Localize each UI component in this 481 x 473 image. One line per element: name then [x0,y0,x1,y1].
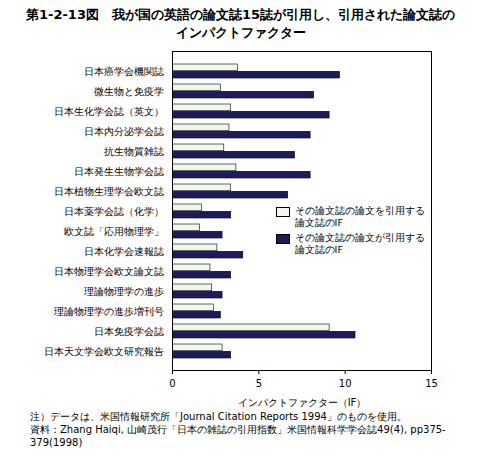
svg-text:インパクトファクター（IF）: インパクトファクター（IF） [238,397,367,408]
svg-text:日本薬学会誌（化学）: 日本薬学会誌（化学） [64,206,164,217]
svg-text:日本化学会速報誌: 日本化学会速報誌 [84,246,164,257]
svg-text:0: 0 [169,378,175,389]
svg-text:15: 15 [425,378,438,389]
html-text:その論文誌の論文を引用する論文誌のIF: その論文誌の論文を引用する論文誌のIF [294,205,425,229]
svg-text:抗生物質雑誌: 抗生物質雑誌 [104,146,164,157]
svg-text:日本生化学会誌（英文）: 日本生化学会誌（英文） [54,106,164,117]
svg-text:日本発生生物学会誌: 日本発生生物学会誌 [74,166,164,177]
html-text:その論文誌の論文が引用する論文誌のIF: その論文誌の論文が引用する論文誌のIF [294,232,425,255]
svg-text:日本天文学会欧文研究報告: 日本天文学会欧文研究報告 [44,346,164,357]
svg-text:欧文誌「応用物理学」: 欧文誌「応用物理学」 [64,226,164,237]
html-text:資料：Zhang Haiqi, 山崎茂行「日本の雑誌の引用指: 資料：Zhang Haiqi, 山崎茂行「日本の雑誌の引用指数」米国情報科学学会… [30,424,446,449]
svg-text:日本免疫学会誌: 日本免疫学会誌 [94,326,164,337]
svg-text:理論物理学の進歩増刊号: 理論物理学の進歩増刊号 [54,306,164,317]
svg-text:理論物理学の進歩: 理論物理学の進歩 [84,286,164,297]
svg-text:日本物理学会欧文論文誌: 日本物理学会欧文論文誌 [54,266,164,277]
svg-text:5: 5 [256,378,262,389]
svg-text:日本癌学会機関誌: 日本癌学会機関誌 [84,66,164,77]
html-text:注）データは、米国情報研究所「Journal Citatio: 注）データは、米国情報研究所「Journal Citation Reports … [30,411,407,423]
svg-text:10: 10 [339,378,352,389]
svg-text:日本植物生理学会欧文誌: 日本植物生理学会欧文誌 [54,186,164,197]
svg-text:日本内分泌学会誌: 日本内分泌学会誌 [84,126,164,137]
html-text:第1-2-13図 我が国の英語の論文誌15誌が引用し、引用さ: 第1-2-13図 我が国の英語の論文誌15誌が引用し、引用された論文誌のインパク… [26,7,455,40]
svg-text:微生物と免疫学: 微生物と免疫学 [94,86,164,97]
